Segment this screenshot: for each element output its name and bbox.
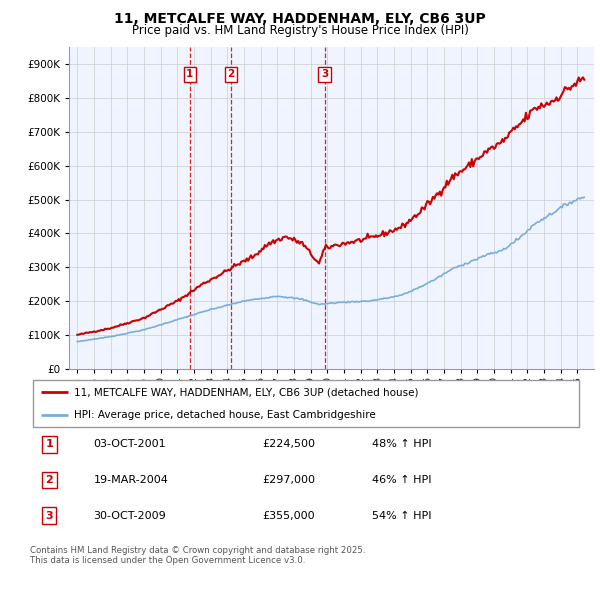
- Text: 2: 2: [46, 475, 53, 485]
- Text: 2: 2: [227, 69, 235, 79]
- Text: 19-MAR-2004: 19-MAR-2004: [94, 475, 169, 485]
- Text: 1: 1: [46, 440, 53, 449]
- Text: 30-OCT-2009: 30-OCT-2009: [94, 511, 166, 521]
- Text: 11, METCALFE WAY, HADDENHAM, ELY, CB6 3UP (detached house): 11, METCALFE WAY, HADDENHAM, ELY, CB6 3U…: [74, 387, 419, 397]
- Text: Price paid vs. HM Land Registry's House Price Index (HPI): Price paid vs. HM Land Registry's House …: [131, 24, 469, 37]
- Text: 03-OCT-2001: 03-OCT-2001: [94, 440, 166, 449]
- Text: 46% ↑ HPI: 46% ↑ HPI: [372, 475, 432, 485]
- Text: 1: 1: [186, 69, 193, 79]
- Text: Contains HM Land Registry data © Crown copyright and database right 2025.
This d: Contains HM Land Registry data © Crown c…: [30, 546, 365, 565]
- Text: 48% ↑ HPI: 48% ↑ HPI: [372, 440, 432, 449]
- Text: 54% ↑ HPI: 54% ↑ HPI: [372, 511, 432, 521]
- Text: £297,000: £297,000: [262, 475, 315, 485]
- Text: 3: 3: [321, 69, 328, 79]
- Text: £224,500: £224,500: [262, 440, 315, 449]
- Text: £355,000: £355,000: [262, 511, 314, 521]
- Text: HPI: Average price, detached house, East Cambridgeshire: HPI: Average price, detached house, East…: [74, 410, 376, 420]
- Text: 11, METCALFE WAY, HADDENHAM, ELY, CB6 3UP: 11, METCALFE WAY, HADDENHAM, ELY, CB6 3U…: [114, 12, 486, 26]
- Text: 3: 3: [46, 511, 53, 521]
- FancyBboxPatch shape: [33, 380, 579, 427]
